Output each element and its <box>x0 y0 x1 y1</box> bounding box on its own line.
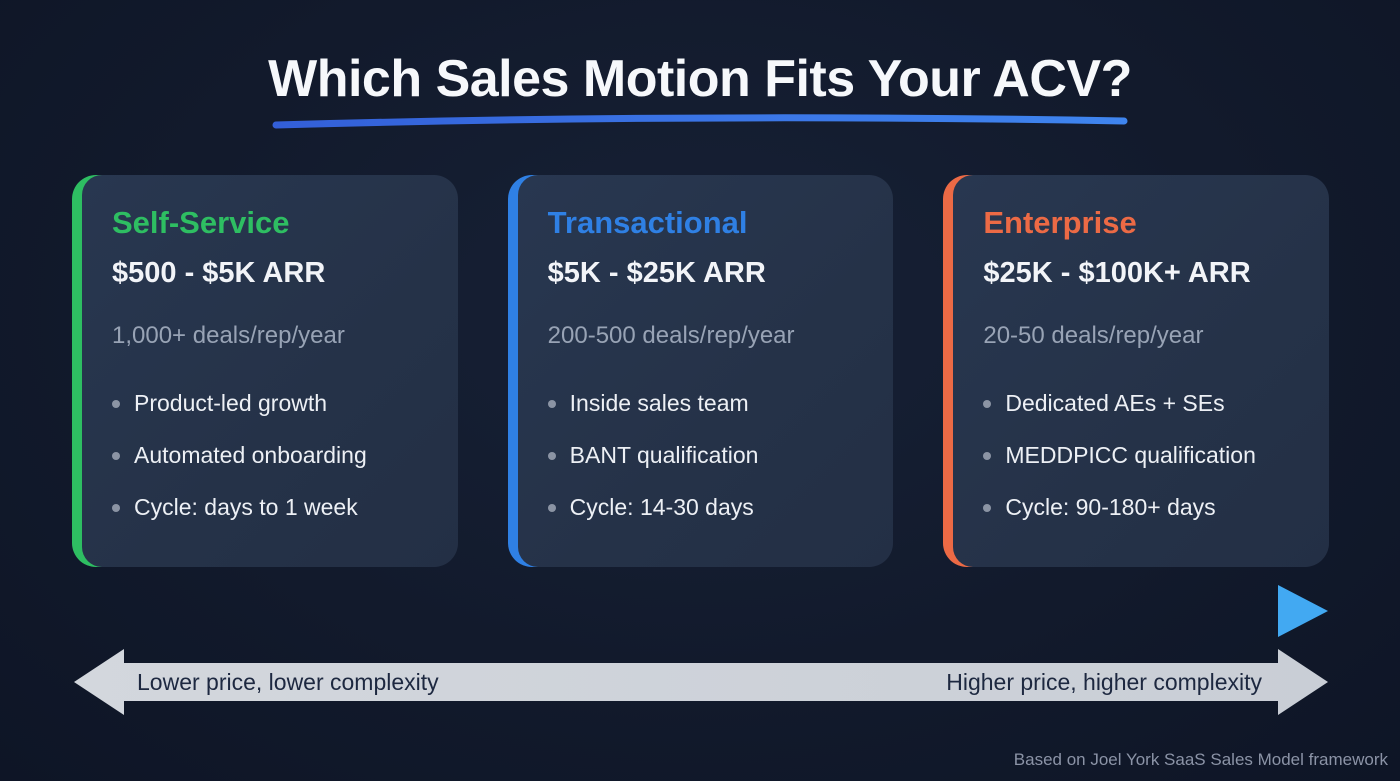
list-item: MEDDPICC qualification <box>983 442 1305 469</box>
card-self-service: Self-Service $500 - $5K ARR 1,000+ deals… <box>72 175 458 568</box>
bullet-label: Automated onboarding <box>134 442 367 469</box>
axis-label-higher: Higher price, higher complexity <box>946 668 1262 695</box>
list-item: Cycle: days to 1 week <box>112 494 434 521</box>
card-title: Transactional <box>547 205 748 241</box>
bullet-label: BANT qualification <box>569 442 759 469</box>
card-arr-range: $500 - $5K ARR <box>112 257 326 290</box>
card-transactional-body: Transactional $5K - $25K ARR 200-500 dea… <box>517 175 894 568</box>
bullet-label: Product-led growth <box>134 390 328 417</box>
right-arrow-icon <box>72 585 1328 638</box>
bullet-icon <box>547 451 556 460</box>
card-enterprise: Enterprise $25K - $100K+ ARR 20-50 deals… <box>943 175 1330 568</box>
card-enterprise-body: Enterprise $25K - $100K+ ARR 20-50 deals… <box>953 175 1330 568</box>
title-underline <box>270 112 1130 135</box>
axis-label-lower: Lower price, lower complexity <box>137 668 439 695</box>
list-item: Cycle: 14-30 days <box>547 494 870 521</box>
card-deal-velocity: 200-500 deals/rep/year <box>547 322 795 350</box>
bullet-icon <box>983 503 992 512</box>
card-title: Self-Service <box>112 205 290 241</box>
bullet-icon <box>547 399 556 408</box>
header: Which Sales Motion Fits Your ACV? <box>0 0 1400 135</box>
bullet-label: Cycle: 14-30 days <box>569 494 754 521</box>
bullet-label: MEDDPICC qualification <box>1005 442 1256 469</box>
card-arr-range: $25K - $100K+ ARR <box>983 257 1251 290</box>
bullet-icon <box>983 399 992 408</box>
list-item: Automated onboarding <box>112 442 434 469</box>
card-arr-range: $5K - $25K ARR <box>547 257 766 290</box>
page-title: Which Sales Motion Fits Your ACV? <box>268 50 1132 108</box>
card-deal-velocity: 1,000+ deals/rep/year <box>112 322 345 350</box>
list-item: Inside sales team <box>547 390 870 417</box>
attribution-text: Based on Joel York SaaS Sales Model fram… <box>1013 750 1388 769</box>
bullet-icon <box>112 451 120 460</box>
bullet-label: Cycle: days to 1 week <box>134 494 358 521</box>
list-item: BANT qualification <box>547 442 870 469</box>
bullet-icon <box>112 503 120 512</box>
title-underline-swoosh-icon <box>272 114 1128 129</box>
bullet-label: Cycle: 90-180+ days <box>1005 494 1216 521</box>
card-deal-velocity: 20-50 deals/rep/year <box>983 322 1204 350</box>
bullet-label: Inside sales team <box>569 390 749 417</box>
double-arrow-icon <box>74 649 1328 716</box>
card-title: Enterprise <box>983 205 1137 241</box>
card-transactional: Transactional $5K - $25K ARR 200-500 dea… <box>507 175 894 568</box>
list-item: Dedicated AEs + SEs <box>983 390 1305 417</box>
bullet-label: Dedicated AEs + SEs <box>1005 390 1225 417</box>
list-item: Cycle: 90-180+ days <box>983 494 1305 521</box>
bullet-icon <box>983 451 992 460</box>
bullet-icon <box>547 503 556 512</box>
complexity-axis: Lower price, lower complexity Higher pri… <box>72 646 1330 718</box>
card-self-service-body: Self-Service $500 - $5K ARR 1,000+ deals… <box>82 175 458 568</box>
acv-gradient-arrow <box>72 583 1330 639</box>
bullet-icon <box>112 399 120 408</box>
list-item: Product-led growth <box>112 390 434 417</box>
sales-motion-cards: Self-Service $500 - $5K ARR 1,000+ deals… <box>72 175 1330 568</box>
